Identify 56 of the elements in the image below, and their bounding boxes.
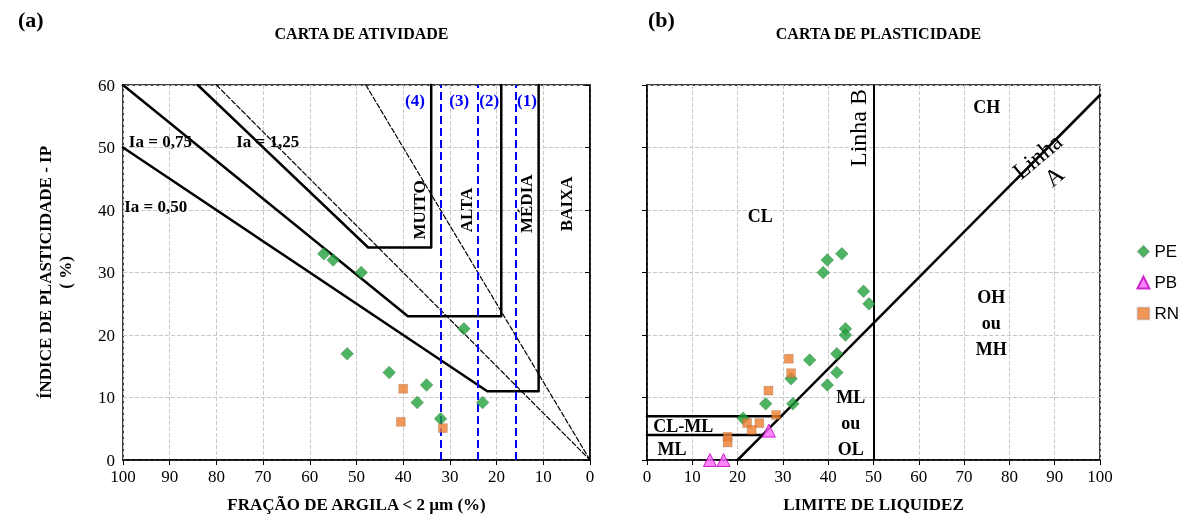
annotation: (2)	[479, 91, 500, 111]
legend-label: PB	[1154, 273, 1178, 292]
x-tick-label: 90	[161, 467, 179, 486]
annotation: MUITO	[410, 180, 430, 240]
annotation: ML ou OL	[836, 386, 866, 459]
x-tick-label: 30	[774, 467, 792, 486]
x-tick-label: 0	[642, 467, 652, 486]
y-tick-label: 10	[98, 388, 115, 407]
y-tick-label: 60	[98, 75, 115, 95]
chart-title: CARTA DE ATIVIDADE	[274, 24, 449, 42]
text: (a)	[18, 6, 44, 32]
x-axis-title: FRAÇÃO DE ARGILA < 2 µm (%)	[227, 494, 486, 514]
annotation: BAIXA	[557, 175, 577, 232]
y-tick-label: 0	[106, 450, 115, 470]
annotation: ML	[657, 438, 687, 459]
ref-line-label: Linha B	[844, 89, 871, 167]
legend-label: RN	[1154, 304, 1180, 323]
x-tick-label: 50	[865, 467, 882, 486]
x-tick-label: 30	[441, 467, 459, 486]
y-tick-label: 20	[98, 325, 115, 345]
x-tick-label: 70	[955, 467, 973, 486]
x-tick-label: 40	[394, 467, 412, 486]
x-tick-label: 0	[585, 467, 595, 486]
x-tick-label: 10	[534, 467, 552, 486]
annotation: OH ou MH	[975, 286, 1007, 359]
annotation: (3)	[449, 91, 470, 111]
x-tick-label: 80	[207, 467, 225, 486]
annotation: MÉDIA	[517, 173, 537, 234]
annotation: (1)	[517, 91, 537, 111]
x-tick-label: 60	[301, 467, 319, 486]
x-tick-label: 100	[1087, 467, 1113, 486]
annotation: CL-ML	[653, 416, 714, 437]
y-axis-title: ÍNDICE DE PLASTICIDADE - IP ( %)	[35, 145, 75, 400]
annotation: Ia = 0,50	[124, 197, 188, 217]
y-tick-label: 50	[98, 138, 115, 157]
x-tick-label: 40	[819, 467, 837, 486]
x-axis-title: LIMITE DE LIQUIDEZ	[783, 494, 964, 514]
annotation: CH	[973, 96, 1001, 117]
x-tick-label: 100	[110, 467, 136, 486]
annotation: CL	[747, 206, 773, 227]
x-tick-label: 80	[1000, 467, 1018, 486]
text: (b)	[648, 6, 675, 32]
x-tick-label: 20	[729, 467, 747, 486]
annotation: ALTA	[456, 187, 476, 233]
x-tick-label: 50	[348, 467, 365, 486]
x-tick-label: 90	[1046, 467, 1064, 486]
x-tick-label: 10	[683, 467, 701, 486]
y-tick-label: 40	[98, 200, 115, 220]
y-tick-label: 30	[98, 263, 115, 282]
x-tick-label: 20	[488, 467, 506, 486]
annotation: Ia = 0,75	[128, 131, 192, 151]
chart-title: CARTA DE PLASTICIDADE	[775, 24, 982, 42]
legend-label: PE	[1154, 242, 1178, 261]
x-tick-label: 60	[910, 467, 928, 486]
x-tick-label: 70	[254, 467, 272, 486]
annotation: (4)	[404, 91, 425, 111]
